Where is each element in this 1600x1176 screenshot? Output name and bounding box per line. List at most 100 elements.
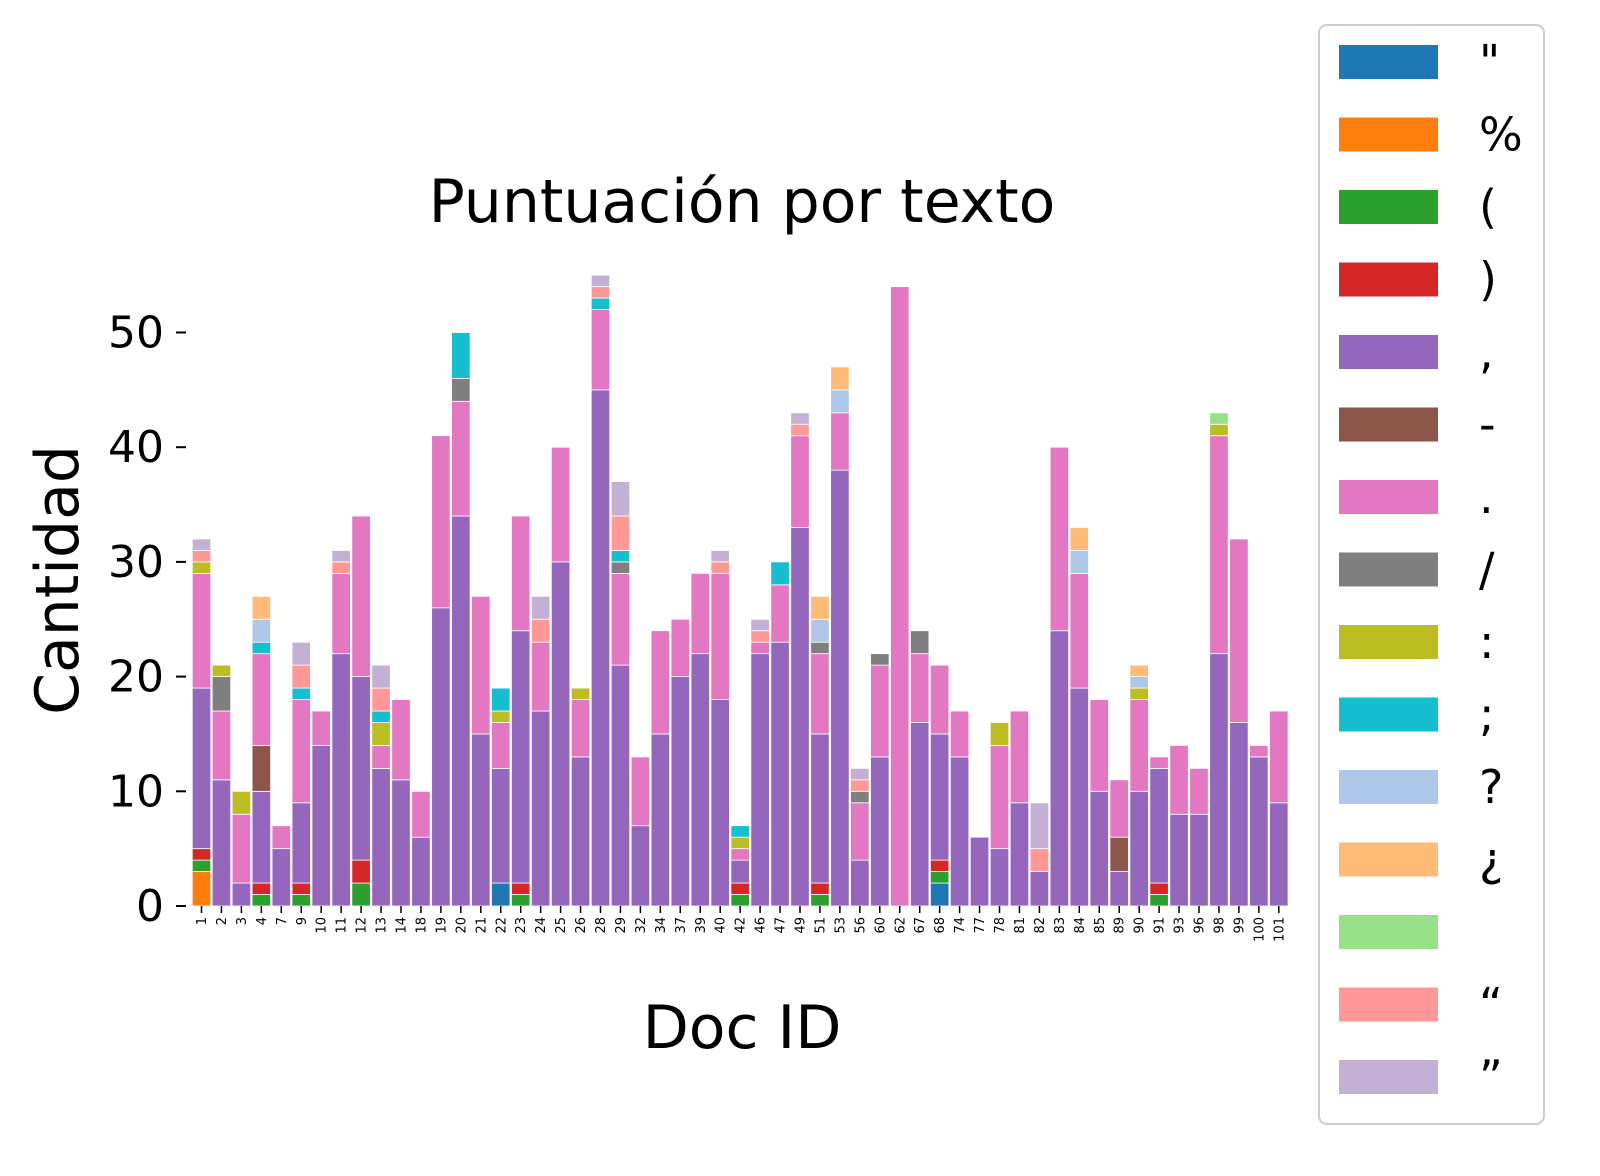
legend-label: ? [1479,760,1503,814]
x-tick-label: 25 [554,917,569,934]
bar-segment [770,641,790,907]
x-tick-label: 23 [514,917,529,934]
bar-segment [590,297,611,310]
bar-segment [1109,779,1129,838]
x-tick-label: 32 [634,917,649,934]
bar-segment [491,722,511,769]
bar-segment [491,767,511,884]
x-tick-label: 12 [355,917,370,934]
legend-swatch [1339,915,1438,949]
bar-segment [730,848,750,861]
x-tick-label: 3 [235,917,250,925]
bar-segment [251,641,272,655]
bar-segment [750,618,770,632]
bar-segment [1249,745,1269,758]
bar-segment [690,653,710,907]
bar-segment [790,435,810,528]
bar-segment [1049,446,1069,632]
bar-segment [531,618,551,643]
bar-segment [930,882,950,907]
x-tick-label: 77 [973,917,988,934]
bar-segment [730,836,750,850]
bar-segment [471,595,491,735]
bar-segment [730,825,750,838]
legend-label: ; [1479,688,1495,742]
bar-segment [1069,572,1089,689]
bar-segment [850,802,870,861]
bar-segment [451,332,471,379]
bar-segment [351,859,371,884]
x-tick-label: 26 [574,917,589,934]
bar-segment [491,710,511,723]
legend-swatch [1339,45,1438,79]
bar-segment [730,894,750,907]
x-tick-label: 99 [1232,917,1247,934]
bar-segment [391,779,411,907]
bar-segment [511,894,531,907]
x-tick-label: 9 [295,917,310,925]
x-tick-label: 60 [873,917,888,934]
y-tick-label: 20 [108,652,164,703]
bar-segment [790,527,810,907]
bar-segment [451,400,471,517]
bar-segment [1129,699,1149,792]
bar-segment [890,286,910,907]
bar-segment [830,366,850,391]
bar-segment [451,515,471,907]
bar-segment [570,687,591,700]
bar-segment [511,630,531,884]
bar-segment [471,733,491,907]
x-tick-label: 19 [434,917,449,934]
bar-segment [371,722,391,746]
x-tick-label: 34 [654,917,669,934]
x-tick-label: 39 [694,917,709,934]
x-axis-label: Doc ID [643,993,842,1063]
x-tick-label: 78 [993,917,1008,934]
bar-segment [191,538,212,551]
bar-segment [1149,767,1169,884]
bar-segment [191,848,212,861]
bar-segment [1169,813,1189,907]
bar-segment [650,630,670,735]
bar-segment [351,676,371,861]
bar-segment [411,790,431,838]
bar-segment [850,767,870,781]
bar-segment [1129,687,1149,700]
x-tick-label: 49 [794,917,809,934]
bar-segment [1089,699,1109,792]
bar-segment [311,710,331,746]
x-tick-label: 98 [1212,917,1227,934]
bar-segment [371,710,391,723]
bar-segment [790,412,810,425]
bar-segment [710,550,730,563]
bar-segment [1009,802,1030,907]
bar-segment [511,882,531,895]
bar-segment [1029,871,1050,907]
bar-segment [830,412,850,471]
bar-segment [191,687,212,850]
bar-segment [1069,687,1089,907]
x-tick-label: 11 [335,917,350,934]
bar-segment [830,389,850,414]
legend-label: : [1479,615,1495,669]
bar-segment [211,676,232,712]
bar-segment [271,825,291,850]
legend-label: / [1479,543,1495,597]
bar-segment [251,894,272,907]
y-tick-label: 0 [136,881,164,932]
bar-segment [750,630,770,643]
bar-segment [989,722,1010,746]
bar-segment [1109,836,1129,872]
bar-segment [371,664,391,689]
bar-segment [1189,767,1209,815]
legend-label: ( [1479,180,1497,234]
bar-segment [431,435,451,609]
x-tick-label: 56 [853,917,868,934]
x-tick-label: 74 [953,917,968,934]
x-tick-label: 21 [474,917,489,934]
bar-segment [710,561,730,574]
bar-segment [291,664,311,689]
bar-segment [1129,790,1149,907]
bar-segment [271,848,291,907]
bar-segment [191,572,212,689]
